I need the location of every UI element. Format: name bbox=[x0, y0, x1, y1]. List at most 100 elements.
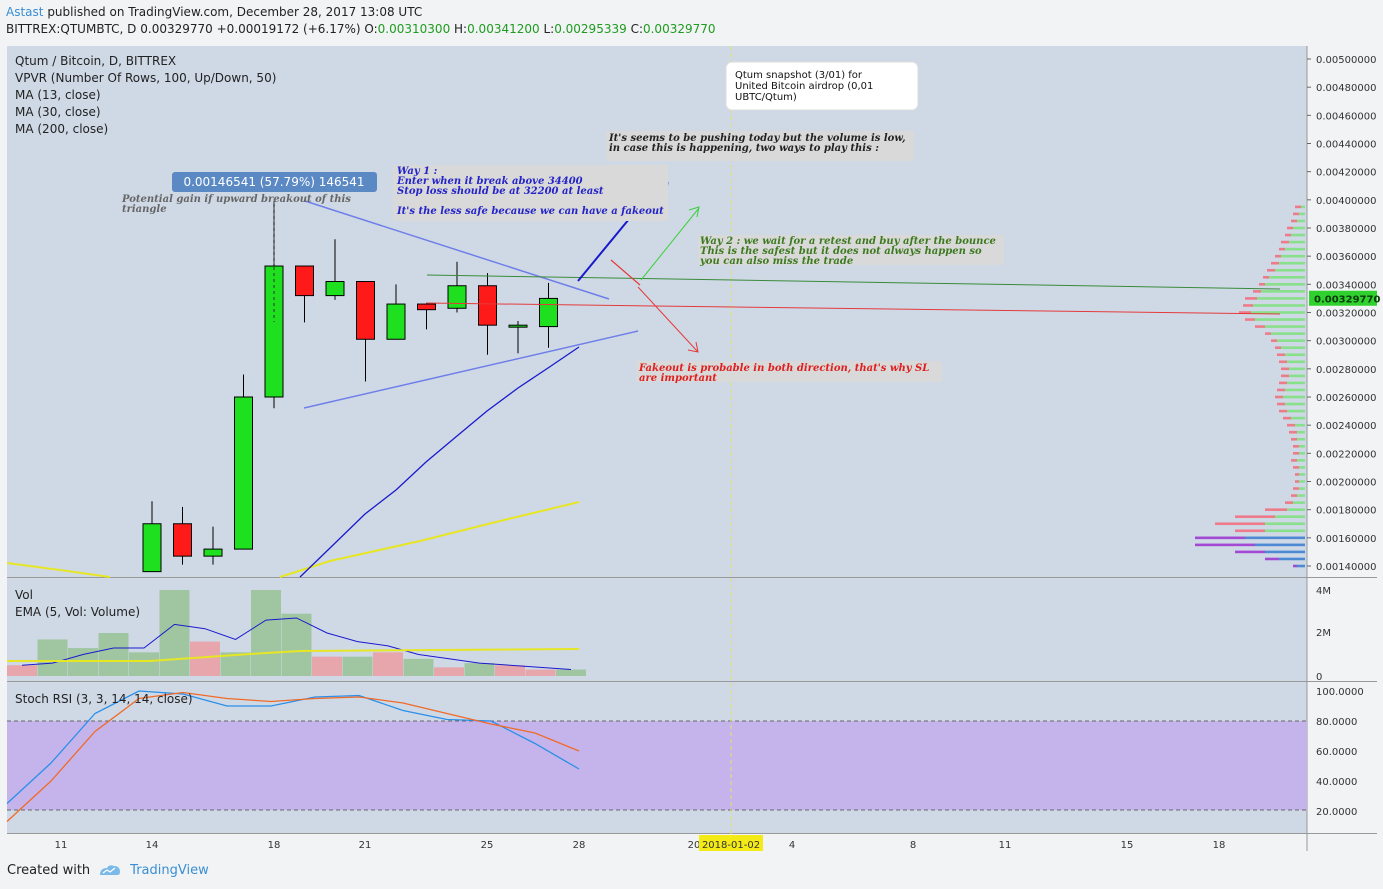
stoch-tick-label: 80.0000 bbox=[1316, 717, 1357, 728]
vpvr-up-bar bbox=[1279, 261, 1305, 265]
candles[interactable] bbox=[142, 201, 558, 573]
legend-title: Qtum / Bitcoin, D, BITTREX bbox=[15, 54, 176, 68]
volume-bar bbox=[373, 652, 403, 676]
way2-note-box[interactable] bbox=[698, 235, 1004, 265]
volume-bar bbox=[220, 652, 251, 676]
vpvr-down-bar bbox=[1277, 402, 1285, 406]
vpvr-up-bar bbox=[1279, 557, 1305, 561]
vpvr-up-bar bbox=[1289, 367, 1305, 371]
candle-body bbox=[539, 297, 558, 328]
volume-bar bbox=[342, 656, 373, 676]
candle bbox=[203, 526, 223, 565]
way1-arrow-main bbox=[577, 212, 635, 282]
vpvr-down-bar bbox=[1275, 254, 1281, 258]
volume-ema bbox=[7, 617, 580, 671]
publish-info: published on TradingView.com, December 2… bbox=[47, 5, 423, 19]
low-label: L: bbox=[543, 22, 555, 36]
pushing-note-text: It's seems to be pushing today but the v… bbox=[608, 133, 909, 154]
vpvr-down-bar bbox=[1287, 423, 1295, 427]
stoch-d-line bbox=[6, 691, 580, 822]
vpvr-up-bar bbox=[1277, 339, 1305, 342]
way1-note-box[interactable] bbox=[393, 165, 668, 221]
gain-label-badge[interactable] bbox=[172, 172, 377, 192]
candle-body bbox=[295, 265, 314, 297]
vpvr-down-bar bbox=[1285, 501, 1293, 504]
vpvr-down-bar bbox=[1275, 395, 1283, 399]
vpvr-up-bar bbox=[1285, 402, 1305, 406]
candle-body bbox=[417, 303, 436, 311]
vpvr-down-bar bbox=[1277, 388, 1285, 392]
vpvr-up-bar bbox=[1285, 247, 1305, 251]
last-price-tag-label: 0.00329770 bbox=[1314, 295, 1380, 306]
vpvr-down-bar bbox=[1239, 311, 1251, 314]
tradingview-link[interactable]: TradingView bbox=[130, 863, 209, 878]
volume-tick-label: 0 bbox=[1316, 672, 1322, 683]
candle-body bbox=[325, 281, 345, 297]
snapshot-callout[interactable] bbox=[725, 61, 919, 111]
vpvr-down-bar bbox=[1215, 522, 1265, 526]
time-tick-label: 11 bbox=[55, 840, 68, 851]
vpvr-up-bar bbox=[1299, 487, 1305, 490]
retest-arrow bbox=[610, 259, 641, 286]
price-tick-label: 0.00460000 bbox=[1316, 111, 1376, 122]
triangle-lower-line[interactable] bbox=[303, 330, 639, 409]
vpvr-down-bar bbox=[1195, 536, 1245, 540]
vpvr-up-bar bbox=[1269, 275, 1305, 279]
vpvr-up-bar bbox=[1255, 318, 1305, 321]
vpvr-up-bar bbox=[1265, 325, 1305, 328]
volume-ma-line bbox=[7, 648, 580, 662]
triangle-upper-line[interactable] bbox=[304, 200, 610, 300]
vpvr-down-bar bbox=[1293, 212, 1299, 216]
vpvr-down-bar bbox=[1285, 233, 1291, 237]
volume-bar bbox=[434, 667, 464, 676]
price-tick-label: 0.00320000 bbox=[1316, 309, 1376, 320]
candle-body bbox=[173, 523, 192, 557]
vpvr-up-bar bbox=[1293, 226, 1305, 230]
fakeout-note-box[interactable] bbox=[636, 361, 942, 382]
vpvr-up-bar bbox=[1281, 254, 1305, 258]
vpvr-down-bar bbox=[1283, 416, 1291, 420]
vpvr-up-bar bbox=[1299, 473, 1305, 476]
gain-label-text: 0.00146541 (57.79%) 146541 bbox=[183, 175, 364, 189]
price-axis: 0.00500000 0.00480000 0.00460000 0.00440000… bbox=[1307, 55, 1380, 818]
vpvr-up-bar bbox=[1257, 297, 1305, 300]
vpvr-down-bar bbox=[1291, 494, 1297, 497]
resistance-line[interactable] bbox=[426, 274, 1281, 290]
vpvr-down-bar bbox=[1255, 325, 1265, 328]
pushing-note-box[interactable] bbox=[606, 131, 914, 161]
vpvr-up-bar bbox=[1287, 360, 1305, 364]
vpvr-down-bar bbox=[1279, 381, 1287, 385]
vpvr-down-bar bbox=[1265, 332, 1271, 335]
stoch-k-line bbox=[6, 690, 580, 804]
vpvr-down-bar bbox=[1265, 557, 1279, 561]
vpvr-down-bar bbox=[1293, 564, 1297, 568]
symbol: BITTREX:QTUMBTC, D bbox=[6, 22, 137, 36]
vpvr-down-bar bbox=[1271, 339, 1277, 342]
stoch-title: Stoch RSI (3, 3, 14, 14, close) bbox=[15, 692, 193, 706]
vpvr-up-bar bbox=[1275, 515, 1305, 519]
candle bbox=[356, 281, 375, 382]
snapshot-callout-text: Qtum snapshot (3/01) for United Bitcoin … bbox=[735, 70, 877, 103]
vpvr-down-bar bbox=[1281, 367, 1289, 371]
stoploss-line[interactable] bbox=[425, 302, 1281, 315]
candle-body bbox=[478, 285, 497, 326]
price-tick-label: 0.00420000 bbox=[1316, 168, 1376, 179]
volume-bar bbox=[98, 633, 129, 676]
vpvr-up-bar bbox=[1289, 240, 1305, 244]
volume-bars[interactable] bbox=[7, 590, 586, 676]
close-label: C: bbox=[630, 22, 643, 36]
candle-body bbox=[356, 281, 375, 340]
vpvr-up-bar bbox=[1255, 543, 1305, 547]
tradingview-logo-icon bbox=[100, 864, 121, 875]
candle-body bbox=[447, 285, 467, 309]
price-tick-label: 0.00200000 bbox=[1316, 478, 1376, 489]
high-label: H: bbox=[454, 22, 468, 36]
vpvr-down-bar bbox=[1295, 473, 1299, 476]
vpvr-up-bar bbox=[1299, 212, 1305, 216]
vpvr-up-bar bbox=[1297, 459, 1305, 462]
vpvr-up-bar bbox=[1265, 522, 1305, 526]
vpvr-up-bar bbox=[1295, 423, 1305, 427]
volume-bar bbox=[556, 669, 586, 676]
author-link[interactable]: Astast bbox=[6, 5, 44, 19]
